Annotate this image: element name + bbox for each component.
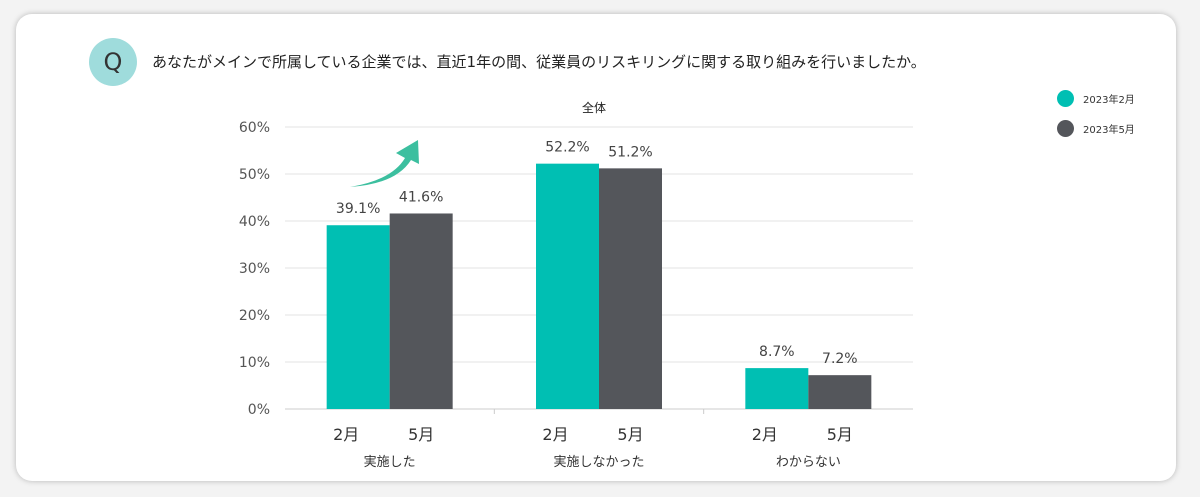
- x-sub-label: 2月: [542, 425, 568, 444]
- legend: 2023年2月 2023年5月: [1057, 88, 1135, 148]
- x-sub-label: 5月: [408, 425, 434, 444]
- y-tick-label: 60%: [239, 120, 270, 136]
- data-label: 39.1%: [336, 201, 380, 217]
- y-tick-label: 20%: [239, 308, 270, 324]
- legend-item-feb: 2023年2月: [1057, 88, 1135, 108]
- x-sub-label: 2月: [752, 425, 778, 444]
- x-category-label: 実施しなかった: [553, 454, 644, 470]
- bar: [536, 163, 599, 409]
- bar: [326, 225, 390, 409]
- y-tick-label: 50%: [239, 167, 270, 183]
- legend-swatch-may: [1057, 119, 1074, 137]
- data-label: 41.6%: [399, 189, 443, 205]
- x-sub-label: 5月: [617, 425, 643, 444]
- data-label: 7.2%: [822, 351, 858, 367]
- legend-item-may: 2023年5月: [1057, 118, 1135, 138]
- y-tick-label: 10%: [239, 355, 270, 371]
- y-tick-label: 30%: [239, 261, 270, 277]
- question-text: あなたがメインで所属している企業では、直近1年の間、従業員のリスキリングに関する…: [152, 53, 926, 71]
- legend-swatch-feb: [1057, 89, 1074, 107]
- data-label: 8.7%: [759, 344, 795, 360]
- bar: [599, 168, 662, 409]
- bar: [808, 375, 872, 409]
- legend-label-may: 2023年5月: [1083, 124, 1135, 136]
- y-tick-label: 0%: [248, 402, 270, 418]
- legend-label-feb: 2023年2月: [1083, 94, 1135, 106]
- x-sub-label: 5月: [827, 425, 853, 444]
- bar: [389, 213, 453, 409]
- data-label: 51.2%: [608, 144, 652, 160]
- x-category-label: 実施した: [364, 454, 416, 470]
- x-category-label: わからない: [776, 455, 841, 470]
- question-badge: Q: [89, 38, 137, 86]
- up-arrow-icon: [350, 140, 419, 187]
- chart-title: 全体: [582, 100, 606, 115]
- data-label: 52.2%: [545, 140, 589, 156]
- y-tick-label: 40%: [239, 214, 270, 230]
- bar: [745, 368, 809, 409]
- x-sub-label: 2月: [333, 425, 359, 444]
